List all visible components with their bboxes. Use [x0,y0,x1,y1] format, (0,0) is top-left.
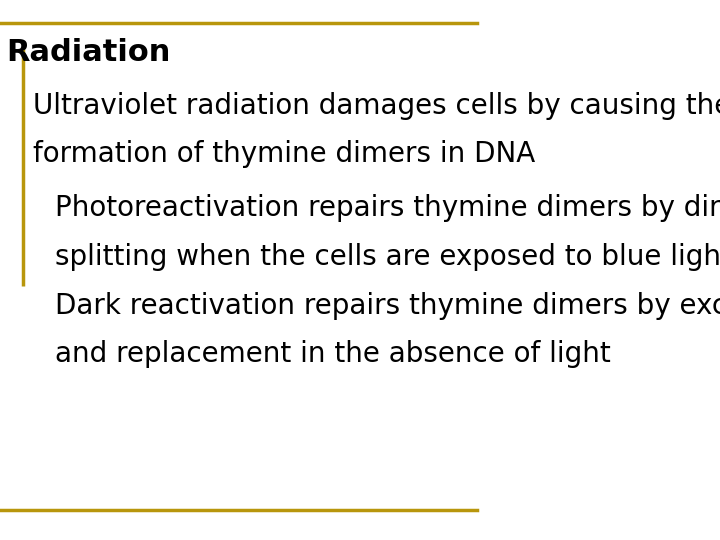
Text: Ultraviolet radiation damages cells by causing the: Ultraviolet radiation damages cells by c… [33,92,720,120]
Text: Photoreactivation repairs thymine dimers by direct: Photoreactivation repairs thymine dimers… [55,194,720,222]
Text: Dark reactivation repairs thymine dimers by excision: Dark reactivation repairs thymine dimers… [55,292,720,320]
Text: splitting when the cells are exposed to blue light: splitting when the cells are exposed to … [55,243,720,271]
Text: formation of thymine dimers in DNA: formation of thymine dimers in DNA [33,140,536,168]
Text: and replacement in the absence of light: and replacement in the absence of light [55,340,611,368]
Text: Radiation: Radiation [6,38,171,67]
